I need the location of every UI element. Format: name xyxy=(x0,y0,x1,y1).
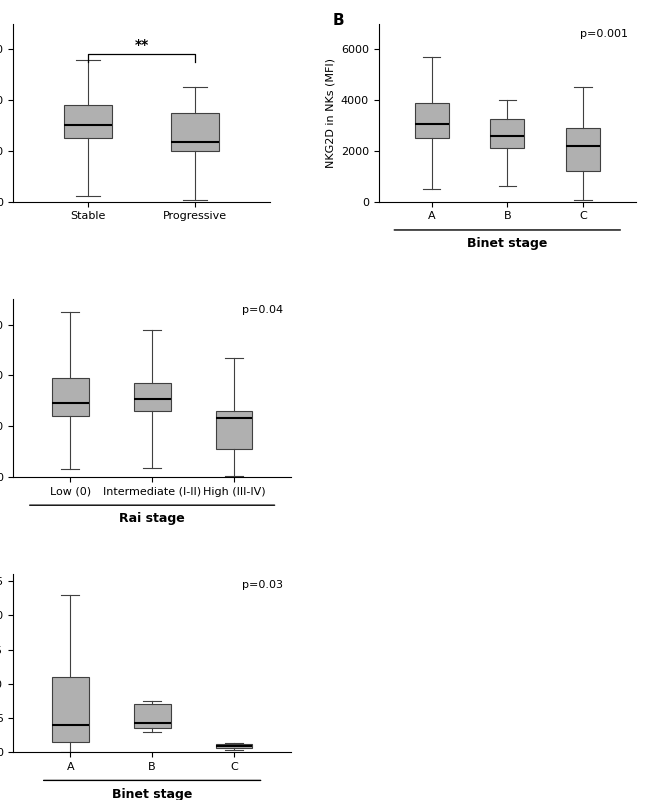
Text: Rai stage: Rai stage xyxy=(119,512,185,526)
Text: Binet stage: Binet stage xyxy=(112,787,192,800)
Text: Binet stage: Binet stage xyxy=(467,237,548,250)
PathPatch shape xyxy=(134,383,171,411)
Y-axis label: NKG2D in NKs (MFI): NKG2D in NKs (MFI) xyxy=(325,58,335,168)
Text: **: ** xyxy=(134,38,149,53)
PathPatch shape xyxy=(171,113,219,151)
PathPatch shape xyxy=(52,677,89,742)
Text: p=0.001: p=0.001 xyxy=(580,30,628,39)
PathPatch shape xyxy=(134,704,171,728)
Text: B: B xyxy=(332,14,344,28)
PathPatch shape xyxy=(215,745,252,748)
PathPatch shape xyxy=(215,411,252,449)
Text: p=0.03: p=0.03 xyxy=(242,580,283,590)
PathPatch shape xyxy=(566,128,600,171)
Text: p=0.04: p=0.04 xyxy=(242,305,283,314)
PathPatch shape xyxy=(490,119,524,148)
PathPatch shape xyxy=(415,102,448,138)
PathPatch shape xyxy=(52,378,89,416)
PathPatch shape xyxy=(64,105,112,138)
